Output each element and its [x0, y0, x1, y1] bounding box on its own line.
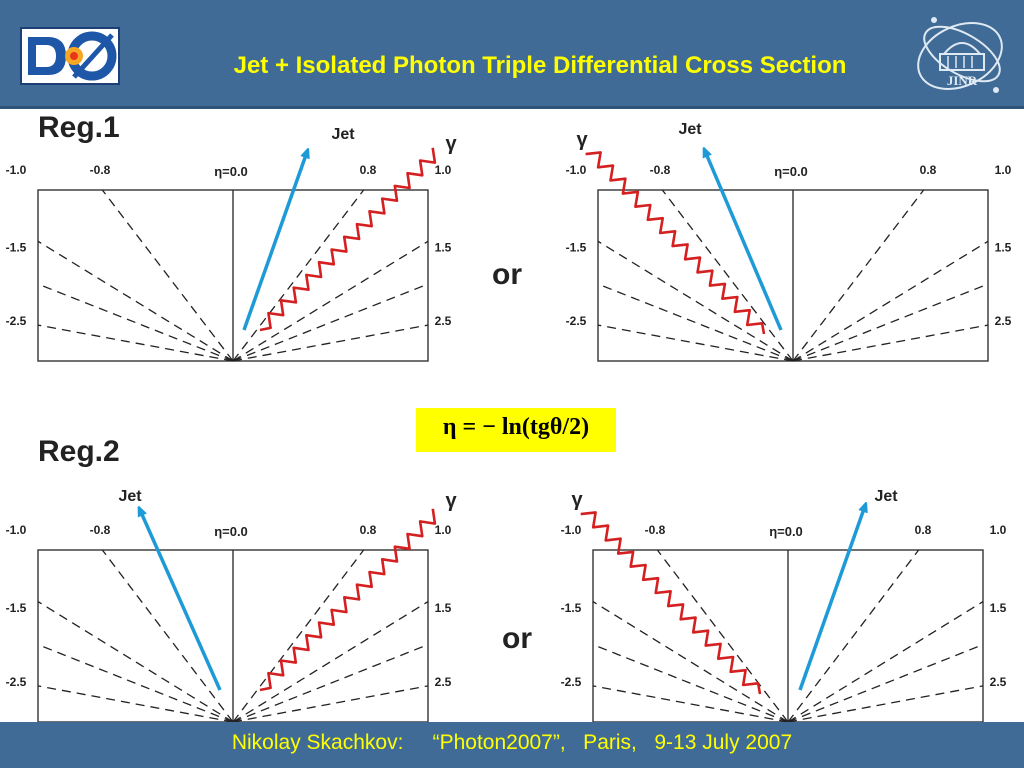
eta-boundary-line-4-1	[592, 601, 789, 723]
eta-boundary-line-2-7	[792, 324, 989, 362]
eta-boundary-line-2-6	[792, 283, 989, 362]
eta-boundary-line-2-3	[597, 324, 794, 362]
eta-boundary-line-3-2	[37, 643, 234, 723]
eta-boundary-line-1-0	[101, 189, 234, 362]
jinr-logo-text: JINR	[947, 73, 978, 88]
eta-boundary-line-3-1	[37, 601, 234, 723]
eta-label-zero: η=0.0	[214, 524, 248, 539]
eta-boundary-line-4-4	[787, 549, 920, 723]
or-label-2: or	[502, 622, 532, 655]
photon-line-1	[259, 147, 437, 332]
eta-label-1-5: 1.5	[435, 601, 452, 615]
header-rule	[0, 106, 1024, 109]
eta-label-1-0: 1.0	[990, 523, 1007, 537]
pseudorapidity-formula: η = − ln(tgθ/2)	[442, 414, 590, 440]
eta-label-2-5: 2.5	[990, 675, 1007, 689]
eta-label-minus-0-8: -0.8	[90, 523, 111, 537]
eta-boundary-line-4-0	[656, 549, 789, 723]
eta-boundary-line-1-1	[37, 240, 234, 362]
jet-label-1: Jet	[331, 126, 355, 143]
eta-label-minus-2-5: -2.5	[561, 675, 582, 689]
eta-boundary-line-4-5	[787, 601, 984, 723]
footer-bar	[0, 722, 1024, 768]
eta-boundary-line-1-4	[232, 189, 365, 362]
eta-boundary-line-3-7	[232, 685, 429, 723]
eta-boundary-line-3-5	[232, 601, 429, 723]
eta-boundary-line-4-7	[787, 685, 984, 723]
eta-label-minus-1-5: -1.5	[561, 601, 582, 615]
eta-label-minus-2-5: -2.5	[566, 314, 587, 328]
eta-label-minus-1-0: -1.0	[6, 523, 27, 537]
eta-boundary-line-2-1	[597, 240, 794, 362]
eta-label-2-5: 2.5	[435, 675, 452, 689]
jet-arrow-3	[140, 510, 222, 691]
or-label-1: or	[492, 258, 522, 291]
photon-line-3	[259, 508, 437, 692]
eta-boundary-line-2-0	[661, 189, 794, 362]
eta-label-1-0: 1.0	[435, 523, 452, 537]
eta-boundary-line-1-6	[232, 283, 429, 362]
photon-line-4	[580, 511, 762, 695]
eta-label-minus-2-5: -2.5	[6, 675, 27, 689]
eta-boundary-line-2-5	[792, 240, 989, 362]
gamma-label-1: γ	[445, 133, 457, 155]
jet-arrow-1	[242, 152, 307, 331]
eta-label-2-5: 2.5	[995, 314, 1012, 328]
eta-label-minus-0-8: -0.8	[90, 163, 111, 177]
eta-label-minus-1-5: -1.5	[6, 601, 27, 615]
eta-label-zero: η=0.0	[769, 524, 803, 539]
jet-arrow-4	[798, 506, 865, 691]
jet-label-3: Jet	[118, 488, 142, 505]
jet-label-4: Jet	[874, 488, 898, 505]
eta-label-minus-1-0: -1.0	[6, 163, 27, 177]
gamma-label-4: γ	[571, 489, 583, 511]
eta-label-0-8: 0.8	[920, 163, 937, 177]
eta-boundary-line-1-2	[37, 283, 234, 362]
eta-boundary-line-3-0	[101, 549, 234, 723]
eta-label-0-8: 0.8	[915, 523, 932, 537]
page-title: Jet + Isolated Photon Triple Differentia…	[233, 52, 847, 79]
eta-label-minus-2-5: -2.5	[6, 314, 27, 328]
eta-label-1-0: 1.0	[995, 163, 1012, 177]
eta-label-minus-1-0: -1.0	[566, 163, 587, 177]
eta-label-1-5: 1.5	[990, 601, 1007, 615]
eta-label-1-0: 1.0	[435, 163, 452, 177]
eta-label-zero: η=0.0	[774, 164, 808, 179]
eta-boundary-line-4-2	[592, 643, 789, 723]
jet-label-2: Jet	[678, 121, 702, 138]
eta-label-minus-1-0: -1.0	[561, 523, 582, 537]
photon-line-2	[585, 151, 766, 335]
gamma-label-3: γ	[445, 490, 457, 512]
eta-boundary-line-1-3	[37, 324, 234, 362]
eta-label-zero: η=0.0	[214, 164, 248, 179]
eta-label-minus-0-8: -0.8	[650, 163, 671, 177]
d0-logo	[20, 27, 120, 85]
eta-label-2-5: 2.5	[435, 314, 452, 328]
eta-boundary-line-3-4	[232, 549, 365, 723]
eta-boundary-line-2-4	[792, 189, 925, 362]
eta-label-0-8: 0.8	[360, 163, 377, 177]
eta-label-0-8: 0.8	[360, 523, 377, 537]
eta-boundary-line-1-5	[232, 240, 429, 362]
formula-box	[416, 408, 616, 452]
eta-label-minus-0-8: -0.8	[645, 523, 666, 537]
eta-boundary-line-3-3	[37, 685, 234, 723]
eta-boundary-line-1-7	[232, 324, 429, 362]
region-label-1: Reg.1	[38, 111, 120, 144]
jinr-logo: JINR	[912, 6, 1012, 102]
eta-label-1-5: 1.5	[995, 241, 1012, 255]
region-label-2: Reg.2	[38, 435, 120, 468]
gamma-label-2: γ	[576, 129, 588, 151]
eta-label-minus-1-5: -1.5	[6, 241, 27, 255]
eta-boundary-line-4-3	[592, 685, 789, 723]
header-bar	[0, 0, 1024, 108]
eta-boundary-line-3-6	[232, 643, 429, 723]
footer-text: Nikolay Skachkov: “Photon2007”, Paris, 9…	[231, 731, 793, 754]
eta-boundary-line-2-2	[597, 283, 794, 362]
eta-label-minus-1-5: -1.5	[566, 241, 587, 255]
eta-boundary-line-4-6	[787, 643, 984, 723]
jet-arrow-2	[705, 151, 783, 331]
eta-label-1-5: 1.5	[435, 241, 452, 255]
